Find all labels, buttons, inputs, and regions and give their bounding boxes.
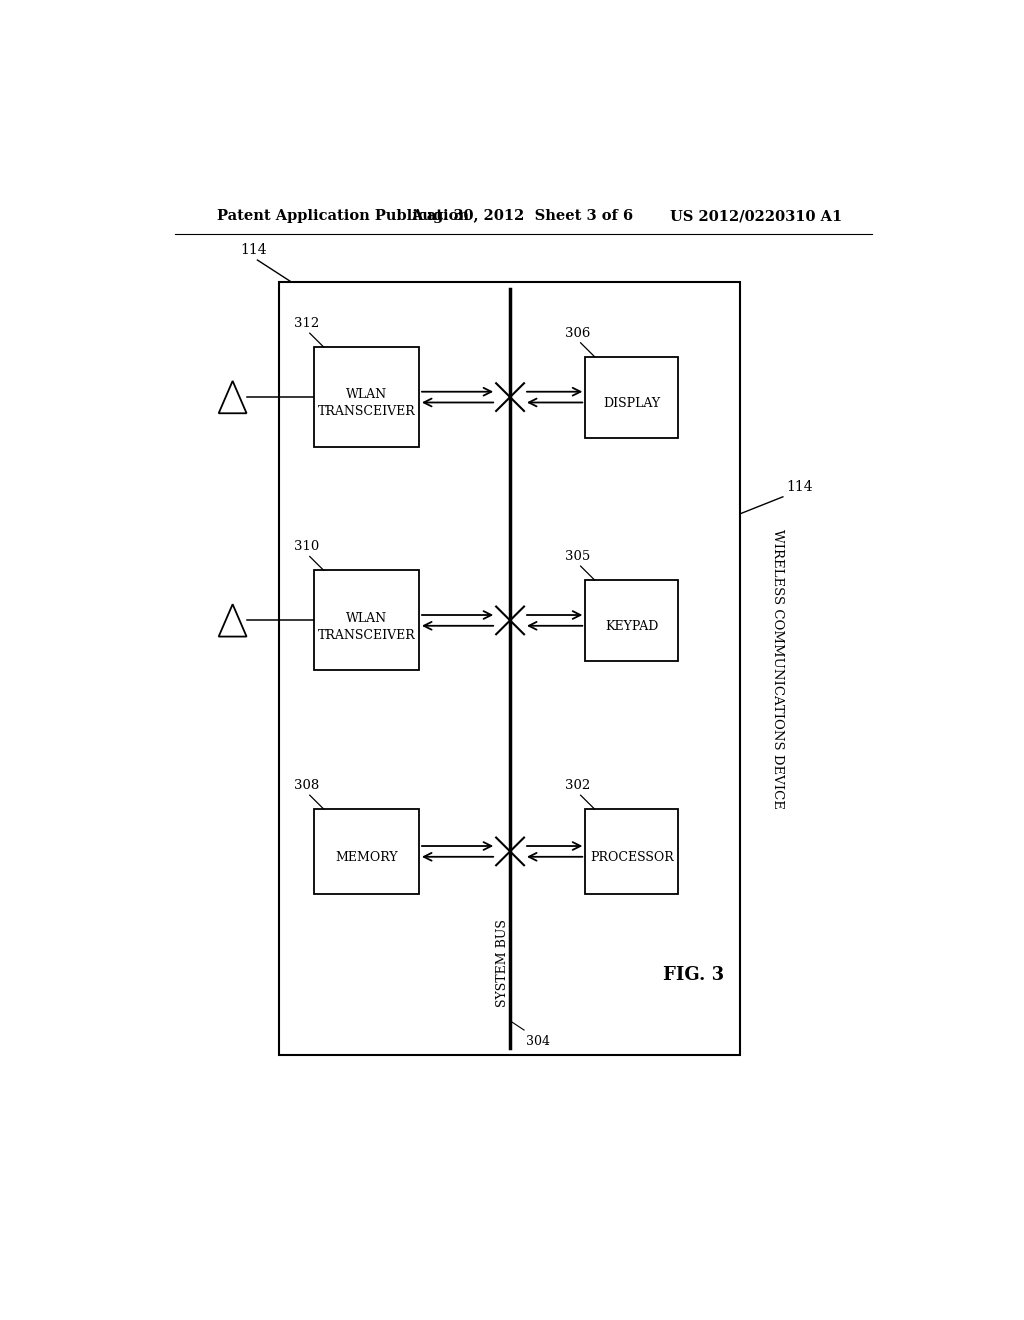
Text: WIRELESS COMMUNICATIONS DEVICE: WIRELESS COMMUNICATIONS DEVICE [771, 528, 784, 808]
Bar [586, 579, 678, 661]
Bar [586, 809, 678, 894]
Text: DISPLAY: DISPLAY [603, 397, 660, 409]
Text: Aug. 30, 2012  Sheet 3 of 6: Aug. 30, 2012 Sheet 3 of 6 [411, 209, 633, 223]
Text: WLAN
TRANSCEIVER: WLAN TRANSCEIVER [317, 388, 416, 418]
Text: FIG. 3: FIG. 3 [664, 966, 724, 983]
Text: 306: 306 [565, 327, 590, 339]
Bar [314, 570, 419, 671]
Bar [280, 281, 740, 1056]
Text: MEMORY: MEMORY [336, 851, 398, 865]
Text: 114: 114 [241, 243, 267, 257]
Text: 308: 308 [294, 779, 319, 792]
Text: 310: 310 [294, 540, 319, 553]
Text: 114: 114 [786, 479, 813, 494]
Bar [314, 809, 419, 894]
Text: 304: 304 [525, 1035, 550, 1048]
Bar [586, 356, 678, 437]
Text: Patent Application Publication: Patent Application Publication [217, 209, 469, 223]
Text: US 2012/0220310 A1: US 2012/0220310 A1 [671, 209, 843, 223]
Text: PROCESSOR: PROCESSOR [590, 851, 674, 865]
Bar [314, 347, 419, 447]
Text: SYSTEM BUS: SYSTEM BUS [496, 919, 509, 1007]
Text: WLAN
TRANSCEIVER: WLAN TRANSCEIVER [317, 611, 416, 642]
Text: 312: 312 [294, 317, 319, 330]
Text: KEYPAD: KEYPAD [605, 620, 658, 634]
Text: 305: 305 [565, 550, 590, 564]
Text: 302: 302 [565, 779, 590, 792]
